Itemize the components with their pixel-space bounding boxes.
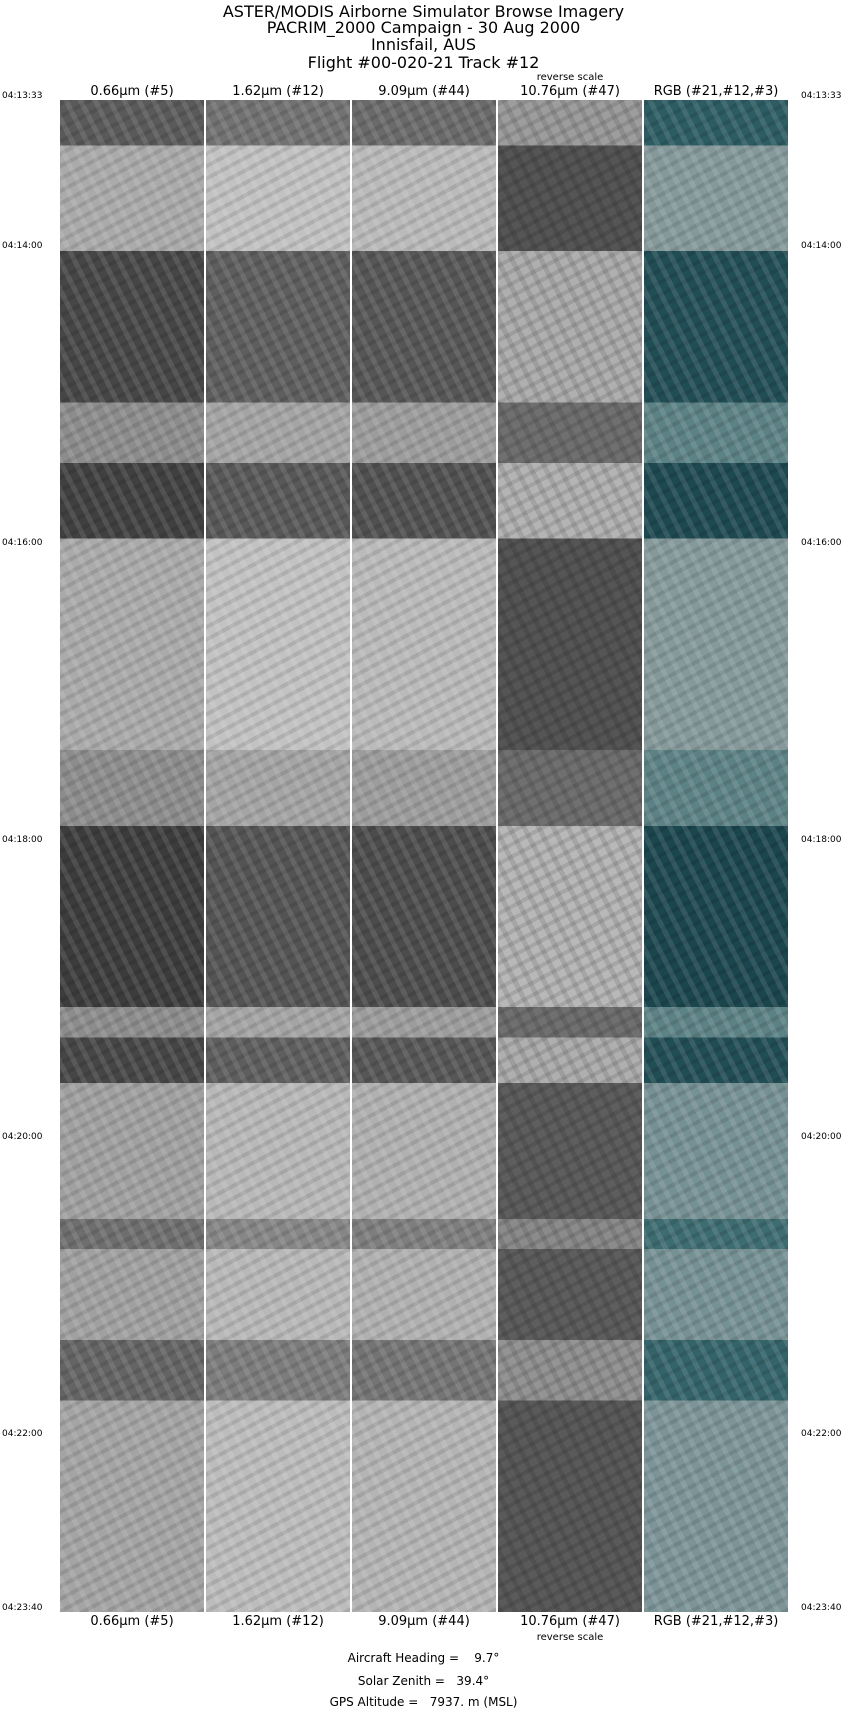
field-texture <box>498 100 642 1612</box>
time-label-left: 04:14:00 <box>2 241 43 251</box>
image-strip-4 <box>644 100 788 1612</box>
time-label-left: 04:18:00 <box>2 835 43 845</box>
time-label-right: 04:16:00 <box>801 538 842 548</box>
time-label-right: 04:14:00 <box>801 241 842 251</box>
panel-header-3: 10.76µm (#47) <box>520 84 620 99</box>
reverse-scale-note-bottom: reverse scale <box>536 1632 604 1643</box>
time-label-left: 04:13:33 <box>2 91 43 101</box>
title-line-2: PACRIM_2000 Campaign - 30 Aug 2000 <box>266 18 581 37</box>
time-label-right: 04:22:00 <box>801 1429 842 1439</box>
panel-footer-2: 9.09µm (#44) <box>378 1614 470 1629</box>
title-line-3: Innisfail, AUS <box>370 35 477 54</box>
title-line-4: Flight #00-020-21 Track #12 <box>307 53 540 72</box>
time-label-left: 04:22:00 <box>2 1429 43 1439</box>
panel-footer-4: RGB (#21,#12,#3) <box>653 1614 779 1629</box>
panel-footer-0: 0.66µm (#5) <box>90 1614 174 1629</box>
field-texture <box>644 100 788 1612</box>
reverse-scale-note-top: reverse scale <box>536 72 604 83</box>
image-strip-0 <box>60 100 204 1612</box>
solar-zenith: Solar Zenith = 39.4° <box>357 1674 490 1688</box>
time-label-left: 04:23:40 <box>2 1603 43 1613</box>
aircraft-heading: Aircraft Heading = 9.7° <box>347 1651 500 1665</box>
panel-header-1: 1.62µm (#12) <box>232 84 324 99</box>
panel-header-2: 9.09µm (#44) <box>378 84 470 99</box>
panel-footer-1: 1.62µm (#12) <box>232 1614 324 1629</box>
panel-header-4: RGB (#21,#12,#3) <box>653 84 779 99</box>
field-texture <box>206 100 350 1612</box>
panel-header-0: 0.66µm (#5) <box>90 84 174 99</box>
field-texture <box>60 100 204 1612</box>
time-label-right: 04:13:33 <box>801 91 842 101</box>
image-strip-1 <box>206 100 350 1612</box>
image-strip-2 <box>352 100 496 1612</box>
time-label-left: 04:20:00 <box>2 1132 43 1142</box>
time-label-right: 04:20:00 <box>801 1132 842 1142</box>
panel-footer-3: 10.76µm (#47) <box>520 1614 620 1629</box>
time-label-right: 04:18:00 <box>801 835 842 845</box>
time-label-left: 04:16:00 <box>2 538 43 548</box>
time-label-right: 04:23:40 <box>801 1603 842 1613</box>
title-line-1: ASTER/MODIS Airborne Simulator Browse Im… <box>222 2 625 21</box>
field-texture <box>352 100 496 1612</box>
image-strip-3 <box>498 100 642 1612</box>
gps-altitude: GPS Altitude = 7937. m (MSL) <box>329 1695 518 1709</box>
